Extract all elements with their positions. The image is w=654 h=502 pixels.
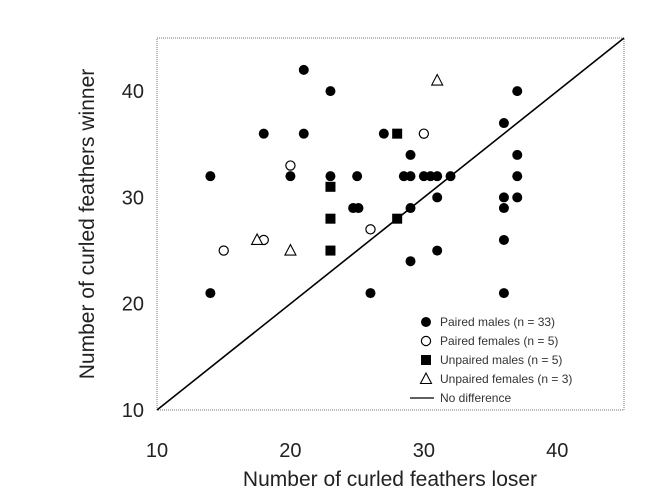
data-point-filled-circle [405, 149, 416, 160]
data-point-filled-circle [432, 245, 443, 256]
data-point-filled-circle [498, 203, 509, 214]
data-point-filled-circle [432, 171, 443, 182]
data-point-filled-circle [498, 234, 509, 245]
y-axis-ticks: 10 20 30 40 [122, 81, 144, 422]
data-point-open-triangle [250, 232, 264, 245]
data-point-filled-circle [498, 118, 509, 129]
data-point-filled-circle [432, 192, 443, 203]
x-tick-label: 30 [413, 440, 435, 462]
data-point-filled-circle [205, 171, 216, 182]
data-point-open-circle [418, 128, 430, 139]
y-axis-title: Number of curled feathers winner [76, 69, 99, 379]
data-point-filled-circle [405, 203, 416, 214]
x-tick-label: 10 [146, 440, 168, 462]
data-point-open-circle [218, 245, 229, 256]
y-tick-label: 20 [122, 294, 144, 316]
data-point-filled-circle [298, 128, 309, 139]
legend-label: Paired males (n = 33) [440, 315, 555, 329]
x-axis-ticks: 10 20 30 40 [146, 440, 569, 462]
data-point-filled-circle [285, 171, 296, 182]
data-point-filled-circle [325, 171, 336, 182]
data-point-filled-circle [258, 128, 269, 139]
data-point-filled-circle [405, 256, 416, 267]
y-tick-label: 30 [122, 187, 144, 209]
data-point-filled-circle [512, 171, 523, 182]
data-point-filled-square [325, 245, 336, 256]
data-point-open-circle [285, 160, 296, 171]
legend-marker-open-triangle [419, 371, 433, 385]
data-point-filled-circle [498, 288, 509, 299]
data-points [205, 64, 523, 299]
legend: Paired males (n = 33) Paired females (n =… [410, 315, 572, 405]
y-tick-label: 10 [122, 400, 144, 422]
data-point-filled-circle [325, 86, 336, 97]
legend-marker-open-circle [420, 335, 432, 347]
data-point-open-circle [365, 224, 376, 235]
legend-label: No difference [440, 391, 511, 405]
data-point-filled-circle [512, 149, 523, 160]
data-point-open-triangle [284, 243, 297, 256]
data-point-filled-circle [378, 128, 389, 139]
data-point-filled-circle [512, 192, 523, 203]
data-point-filled-circle [512, 86, 523, 97]
data-point-filled-circle [365, 288, 376, 299]
x-tick-label: 20 [279, 440, 301, 462]
legend-marker-filled-square [421, 355, 431, 365]
data-point-filled-square [392, 128, 403, 139]
data-point-filled-square [325, 181, 336, 192]
data-point-filled-circle [205, 288, 216, 299]
plot-frame [156, 37, 625, 411]
no-difference-line [156, 37, 625, 411]
data-point-filled-circle [405, 171, 416, 182]
legend-marker-filled-circle [421, 317, 431, 327]
legend-label: Unpaired males (n = 5) [440, 353, 562, 367]
data-point-filled-square [325, 213, 336, 224]
data-point-filled-circle [353, 203, 364, 214]
data-point-filled-circle [445, 171, 456, 182]
x-tick-label: 40 [546, 440, 568, 462]
x-axis-title: Number of curled feathers loser [243, 468, 537, 491]
data-point-filled-square [392, 213, 403, 224]
data-point-filled-circle [298, 64, 309, 75]
no-difference-layer [156, 37, 625, 411]
data-point-filled-circle [352, 171, 363, 182]
legend-label: Paired females (n = 5) [440, 334, 558, 348]
data-point-open-triangle [430, 73, 444, 86]
legend-label: Unpaired females (n = 3) [440, 372, 572, 386]
y-tick-label: 40 [122, 81, 144, 103]
data-point-filled-circle [498, 192, 509, 203]
